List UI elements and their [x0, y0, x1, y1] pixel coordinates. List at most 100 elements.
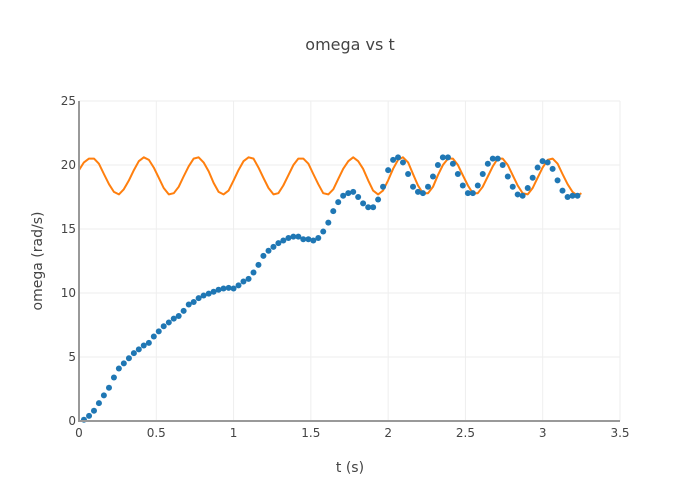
data-point [150, 333, 157, 340]
data-point [544, 159, 551, 166]
data-point [245, 275, 252, 282]
x-axis-label: t (s) [336, 460, 364, 476]
data-point [315, 234, 322, 241]
data-point [335, 199, 342, 206]
data-point [200, 292, 207, 299]
data-point [120, 360, 127, 367]
data-point [160, 323, 167, 330]
data-point [185, 301, 192, 308]
data-point [484, 160, 491, 167]
data-point [370, 204, 377, 211]
data-point [519, 192, 526, 199]
data-point [360, 200, 367, 207]
data-point [499, 162, 506, 168]
data-point [395, 154, 402, 161]
data-point [549, 165, 556, 172]
data-point [385, 167, 392, 174]
data-point [514, 191, 521, 198]
data-point [305, 236, 312, 243]
data-point [489, 155, 496, 162]
gridlines [79, 100, 621, 421]
data-point [524, 185, 531, 192]
data-point [469, 190, 476, 197]
data-point [155, 328, 162, 335]
data-point [285, 234, 292, 241]
data-point [509, 183, 516, 190]
data-point [350, 188, 357, 195]
data-point [270, 243, 277, 250]
data-point [255, 261, 262, 268]
data-point [375, 196, 382, 203]
data-point [275, 240, 282, 247]
data-point [444, 154, 451, 161]
data-point [220, 285, 227, 292]
x-tick-labels: 0 0.5 1 1.5 2 2.5 3 3.5 [75, 426, 629, 440]
y-tick-label: 20 [61, 158, 76, 172]
data-point [474, 182, 481, 189]
data-point [564, 194, 571, 200]
data-point [130, 350, 137, 357]
data-point [449, 160, 456, 167]
x-tick-label: 3 [539, 426, 547, 440]
data-point [105, 384, 112, 391]
data-point [165, 319, 172, 326]
y-tick-label: 15 [61, 222, 76, 236]
data-point [405, 170, 412, 177]
x-tick-label: 3.5 [610, 426, 629, 440]
data-point [425, 183, 432, 190]
data-point [170, 315, 177, 322]
data-point [290, 233, 297, 240]
data-point [100, 392, 107, 399]
data-point [454, 170, 461, 177]
x-tick-label: 1.5 [301, 426, 320, 440]
data-point [419, 190, 426, 197]
data-point [125, 355, 132, 362]
data-point [260, 252, 267, 259]
y-tick-label: 0 [68, 414, 76, 428]
data-point [250, 269, 257, 276]
data-point [439, 154, 446, 161]
data-point [210, 288, 217, 295]
data-point [235, 282, 242, 289]
data-point [464, 190, 471, 197]
x-tick-label: 2.5 [456, 426, 475, 440]
data-point [280, 237, 287, 244]
data-point [529, 174, 536, 181]
data-point [195, 295, 202, 302]
y-tick-label: 25 [61, 94, 76, 108]
data-point [310, 237, 317, 244]
chart-title: omega vs t [305, 35, 394, 54]
data-point [330, 208, 337, 215]
y-tick-label: 10 [61, 286, 76, 300]
data-point [320, 228, 327, 235]
y-tick-labels: 0 5 10 15 20 25 [61, 94, 76, 428]
x-tick-label: 1 [230, 426, 238, 440]
data-point [380, 183, 387, 190]
data-point [205, 290, 212, 297]
data-point [479, 170, 486, 177]
data-point [429, 173, 436, 180]
data-point [265, 247, 272, 254]
data-point [340, 192, 347, 199]
data-point [390, 156, 397, 163]
data-point [414, 188, 421, 195]
data-point [355, 194, 362, 200]
data-point [534, 164, 541, 171]
data-point [300, 236, 307, 243]
data-point [459, 182, 466, 189]
x-tick-label: 0 [75, 426, 83, 440]
data-point [90, 407, 97, 414]
data-point [504, 173, 511, 180]
data-point [574, 192, 581, 199]
data-point [140, 342, 147, 349]
y-axis-label: omega (rad/s) [30, 212, 46, 311]
data-point [345, 190, 352, 197]
data-point [410, 183, 417, 190]
y-tick-label: 5 [68, 350, 76, 364]
data-point [295, 233, 302, 240]
data-point [95, 400, 102, 407]
data-point [325, 219, 332, 226]
data-point [86, 412, 93, 419]
data-point [494, 155, 501, 162]
